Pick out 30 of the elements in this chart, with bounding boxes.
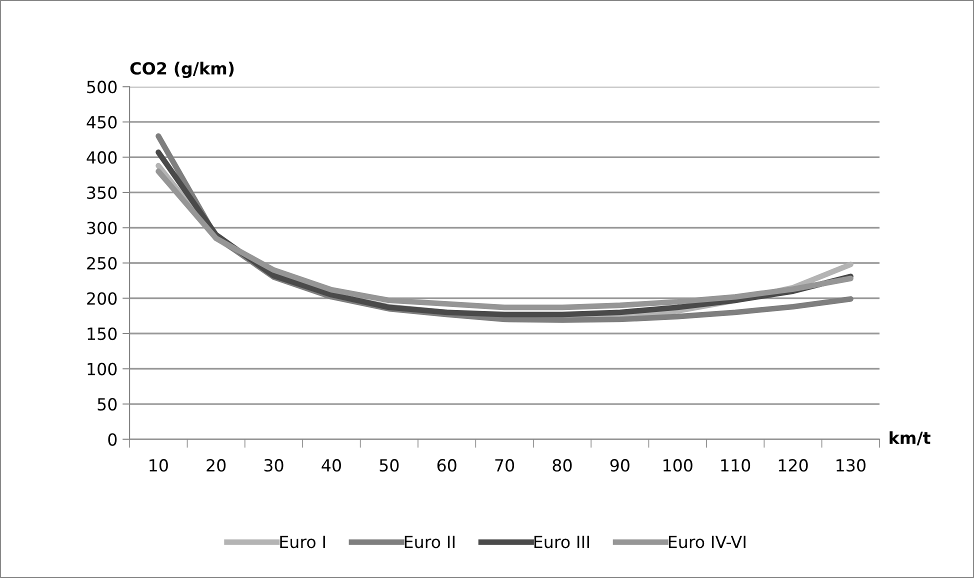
legend-label: Euro I — [280, 536, 325, 548]
y-tick-label: 0 — [108, 433, 117, 446]
y-tick-label: 50 — [98, 398, 117, 411]
x-tick-label: 30 — [264, 459, 284, 472]
y-tick-label: 150 — [88, 327, 117, 340]
x-tick-label: 10 — [150, 459, 168, 472]
x-tick-label: 50 — [380, 459, 399, 472]
y-tick-label: 100 — [88, 362, 117, 376]
x-tick-label: 20 — [206, 459, 226, 472]
legend-label: Euro III — [534, 536, 589, 548]
y-tick-label: 250 — [87, 256, 117, 270]
x-tick-label: 130 — [836, 459, 866, 472]
y-axis-title: CO2 (g/km) — [130, 62, 234, 78]
y-tick-label: 500 — [87, 80, 117, 94]
y-tick-label: 350 — [87, 186, 117, 200]
y-tick-label: 200 — [87, 292, 117, 305]
x-tick-label: 80 — [552, 459, 572, 472]
x-axis-title: km/t — [890, 431, 930, 446]
x-tick-label: 110 — [721, 459, 750, 472]
x-tick-label: 100 — [664, 459, 692, 472]
y-tick-label: 400 — [86, 151, 117, 164]
x-tick-label: 60 — [437, 459, 456, 472]
y-tick-label: 450 — [86, 116, 117, 129]
legend-label: Euro IV-VI — [668, 536, 746, 548]
x-tick-label: 40 — [322, 459, 341, 472]
x-tick-label: 90 — [610, 459, 630, 472]
legend-label: Euro II — [404, 536, 455, 548]
x-tick-label: 70 — [495, 459, 514, 472]
y-tick-label: 300 — [87, 222, 117, 234]
x-tick-label: 120 — [778, 459, 808, 472]
